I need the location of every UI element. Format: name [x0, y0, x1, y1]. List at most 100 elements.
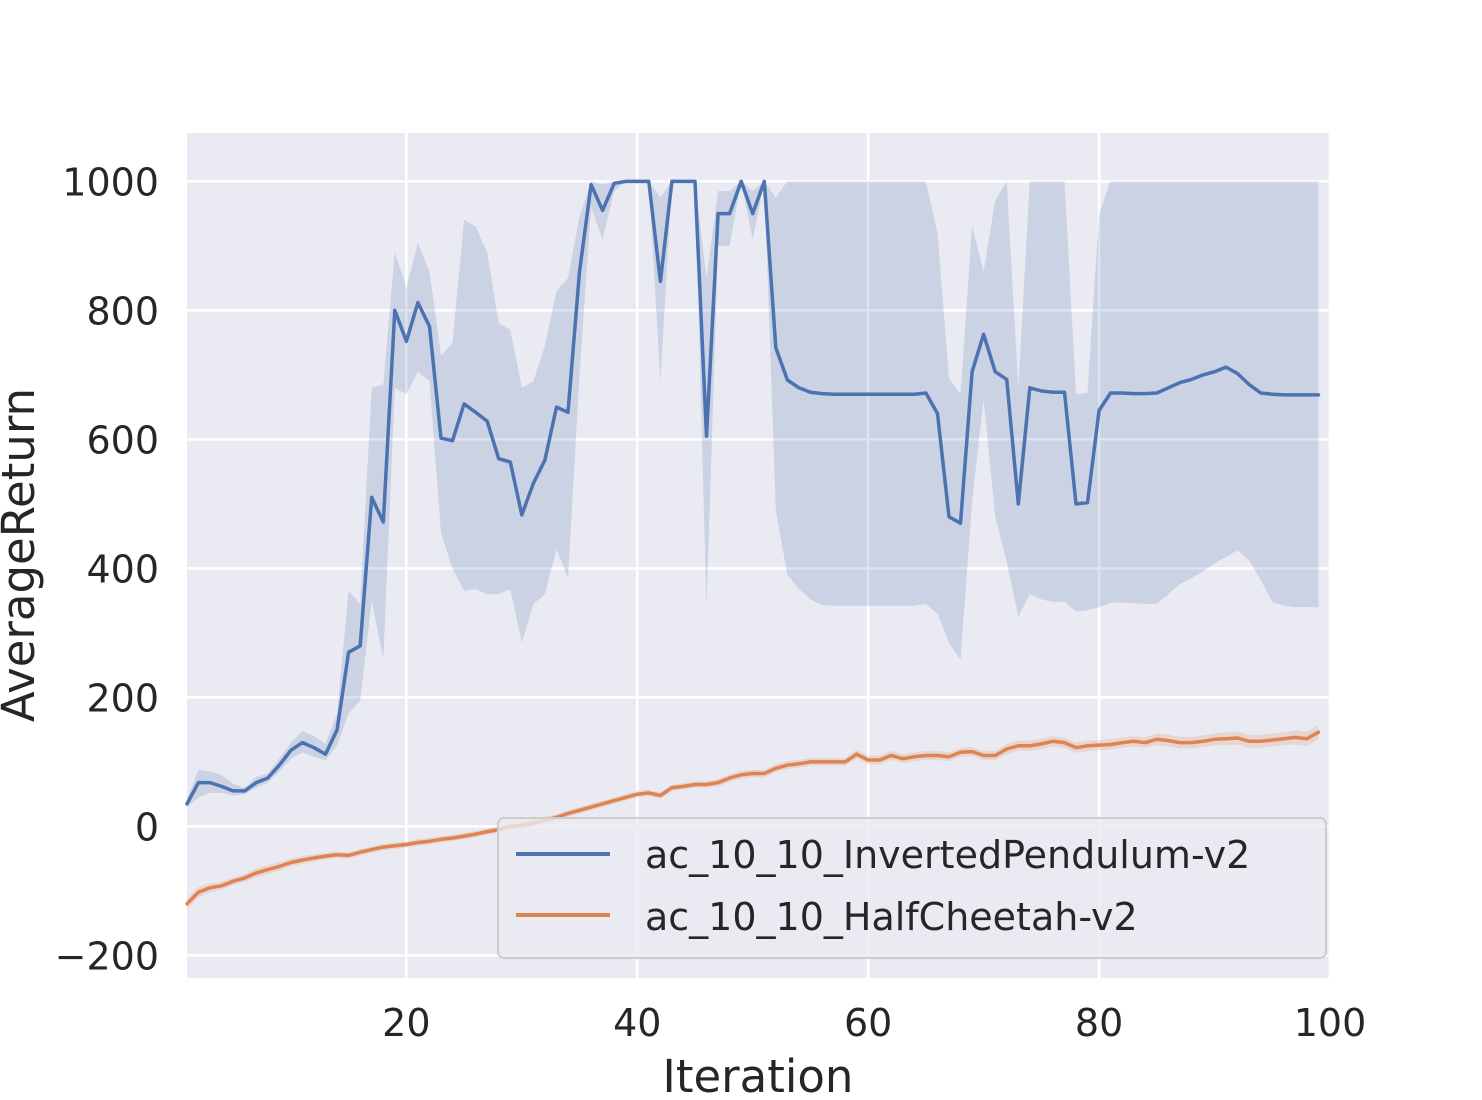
data-point-series-1 — [335, 728, 339, 732]
data-point-series-1 — [1178, 381, 1182, 385]
x-tick-label: 80 — [1075, 1001, 1123, 1045]
data-point-series-1 — [843, 392, 847, 396]
data-point-series-1 — [1120, 391, 1124, 395]
confidence-band-series-2 — [187, 725, 1319, 909]
data-point-series-1 — [739, 179, 743, 183]
data-point-series-1 — [1293, 393, 1297, 397]
data-point-series-2 — [762, 772, 766, 775]
data-point-series-1 — [670, 179, 674, 183]
data-point-series-1 — [1143, 392, 1147, 396]
data-point-series-2 — [1293, 735, 1297, 739]
data-point-series-1 — [462, 402, 466, 406]
data-point-series-1 — [1051, 390, 1055, 394]
data-point-series-2 — [1005, 747, 1009, 751]
data-point-series-2 — [1016, 744, 1020, 748]
data-point-series-1 — [1155, 391, 1159, 395]
data-point-series-1 — [624, 179, 628, 183]
data-point-series-2 — [624, 795, 628, 799]
data-point-series-1 — [855, 392, 859, 396]
data-point-series-1 — [185, 802, 189, 806]
data-point-series-2 — [1270, 738, 1274, 742]
data-point-series-2 — [1109, 743, 1113, 746]
data-point-series-2 — [1097, 743, 1101, 747]
data-point-series-1 — [809, 390, 812, 394]
data-point-series-1 — [1086, 501, 1089, 505]
data-point-series-2 — [324, 854, 327, 858]
data-point-series-2 — [982, 754, 986, 757]
data-point-series-1 — [693, 179, 697, 183]
data-point-series-2 — [601, 802, 605, 806]
data-point-series-1 — [301, 741, 304, 745]
data-point-series-1 — [393, 308, 397, 312]
data-point-series-2 — [266, 868, 270, 872]
data-point-series-1 — [1039, 389, 1043, 393]
data-point-series-1 — [716, 212, 720, 216]
data-point-series-1 — [277, 763, 281, 767]
data-point-series-2 — [1317, 730, 1320, 734]
data-point-series-1 — [1028, 386, 1032, 390]
y-tick-label: 0 — [135, 805, 159, 849]
data-point-series-1 — [832, 392, 835, 396]
y-tick-labels: −200 0 200 400 600 800 1000 — [55, 160, 159, 978]
data-point-series-1 — [936, 412, 939, 416]
data-point-series-2 — [254, 871, 258, 875]
data-point-series-1 — [543, 458, 547, 462]
data-point-series-1 — [912, 392, 916, 396]
y-tick-label: −200 — [55, 934, 159, 978]
data-points — [185, 179, 1320, 906]
data-point-series-1 — [243, 789, 247, 793]
data-point-series-2 — [416, 841, 420, 844]
data-point-series-2 — [1039, 742, 1043, 746]
data-point-series-1 — [682, 179, 685, 183]
data-point-series-2 — [370, 848, 374, 852]
y-tick-label: 200 — [86, 676, 159, 720]
data-point-series-2 — [647, 791, 651, 795]
data-point-series-1 — [312, 746, 316, 750]
data-point-series-2 — [878, 758, 882, 762]
data-point-series-2 — [774, 766, 778, 770]
data-point-series-2 — [277, 864, 281, 868]
data-point-series-1 — [266, 776, 270, 780]
data-point-series-1 — [578, 270, 581, 274]
data-point-series-2 — [231, 879, 235, 883]
data-point-series-2 — [1120, 741, 1124, 745]
data-point-series-1 — [428, 325, 431, 328]
data-point-series-2 — [335, 853, 339, 857]
data-point-series-1 — [970, 370, 974, 374]
data-point-series-2 — [728, 776, 732, 780]
data-point-series-1 — [924, 391, 928, 395]
data-point-series-1 — [1236, 372, 1240, 376]
data-point-series-2 — [693, 783, 697, 786]
data-point-series-2 — [843, 760, 847, 764]
data-point-series-1 — [728, 212, 732, 216]
data-point-series-1 — [1305, 393, 1309, 397]
data-point-series-1 — [254, 781, 258, 785]
data-point-series-1 — [485, 419, 489, 423]
data-point-series-1 — [647, 179, 651, 183]
data-point-series-1 — [508, 460, 512, 464]
data-point-series-2 — [566, 812, 570, 815]
data-point-series-1 — [347, 650, 351, 654]
confidence-bands — [187, 181, 1319, 909]
data-point-series-2 — [289, 861, 293, 864]
x-tick-label: 20 — [382, 1001, 430, 1045]
data-point-series-2 — [959, 750, 962, 754]
data-point-series-1 — [658, 279, 662, 283]
data-point-series-2 — [866, 758, 870, 762]
data-point-series-1 — [947, 515, 951, 519]
data-point-series-2 — [1132, 739, 1136, 743]
data-point-series-2 — [901, 757, 905, 761]
data-point-series-2 — [1259, 739, 1263, 743]
x-axis-label: Iteration — [663, 1050, 854, 1100]
data-point-series-2 — [1155, 737, 1159, 741]
data-point-series-2 — [185, 902, 189, 906]
data-point-series-1 — [866, 392, 870, 396]
data-point-series-1 — [1282, 393, 1286, 397]
data-point-series-2 — [1074, 746, 1078, 750]
y-tick-label: 600 — [86, 418, 159, 462]
x-tick-labels: 20 40 60 80 100 — [382, 1001, 1366, 1045]
data-point-series-1 — [531, 481, 535, 485]
data-point-series-2 — [578, 808, 581, 812]
data-point-series-2 — [682, 784, 685, 788]
data-point-series-1 — [1247, 383, 1251, 387]
